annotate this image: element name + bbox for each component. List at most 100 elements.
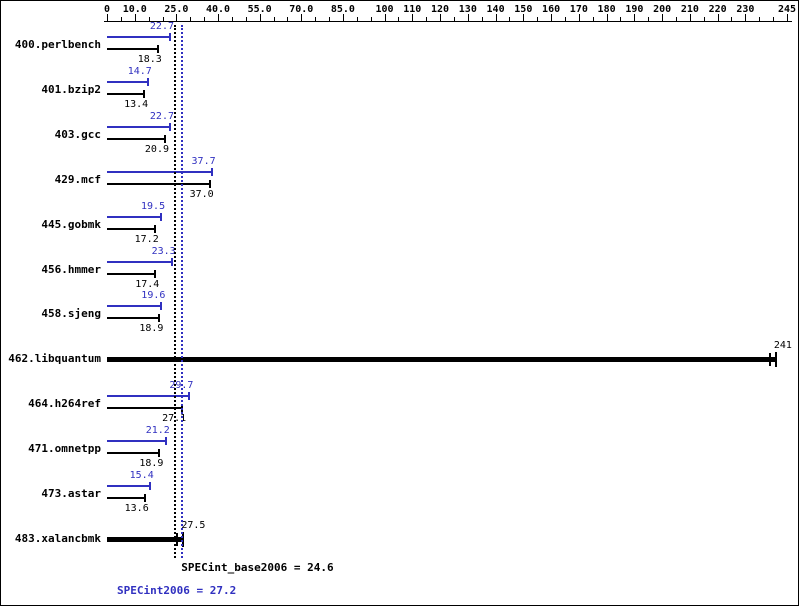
x-axis-minor-tick xyxy=(509,17,511,21)
single-value-label: 241 xyxy=(773,340,792,351)
x-axis-major-tick xyxy=(134,14,136,21)
x-axis-major-tick xyxy=(495,14,497,21)
x-axis-minor-tick xyxy=(287,17,289,21)
base-value-label: 20.9 xyxy=(144,144,169,155)
reference-label-base: SPECint_base2006 = 24.6 xyxy=(181,561,334,574)
benchmark-label: 471.omnetpp xyxy=(28,442,101,455)
bar-base xyxy=(107,183,210,185)
benchmark-label: 401.bzip2 xyxy=(41,83,101,96)
benchmark-label: 456.hmmer xyxy=(41,263,101,276)
x-axis-tick-label: 140 xyxy=(486,4,505,15)
base-value-label: 18.9 xyxy=(139,458,164,469)
x-axis-minor-tick xyxy=(162,17,164,21)
x-axis-major-tick xyxy=(551,14,553,21)
x-axis-major-tick xyxy=(606,14,608,21)
bar-base-endcap xyxy=(208,180,211,188)
x-axis-minor-tick xyxy=(148,17,150,21)
bar-single-endcap xyxy=(768,353,771,366)
x-axis-minor-tick xyxy=(426,17,428,21)
bar-peak-endcap xyxy=(164,437,167,445)
bar-peak xyxy=(107,395,190,397)
base-value-label: 17.2 xyxy=(134,234,159,245)
x-axis-tick-label: 200 xyxy=(653,4,672,15)
bar-base-endcap xyxy=(143,90,146,98)
x-axis-tick-label: 25.0 xyxy=(164,4,189,15)
x-axis-tick-label: 180 xyxy=(597,4,616,15)
x-axis-tick-label: 245 xyxy=(777,4,797,15)
x-axis-tick-label: 0 xyxy=(103,4,111,15)
bar-single xyxy=(107,357,776,362)
x-axis-tick-label: 100 xyxy=(375,4,394,15)
peak-value-label: 29.7 xyxy=(169,380,194,391)
bar-base xyxy=(107,273,156,275)
benchmark-label: 458.sjeng xyxy=(41,307,101,320)
x-axis-minor-tick xyxy=(620,17,622,21)
x-axis-minor-tick xyxy=(592,17,594,21)
bar-peak xyxy=(107,485,150,487)
bar-base xyxy=(107,48,158,50)
bar-peak-endcap xyxy=(146,78,149,86)
peak-value-label: 21.2 xyxy=(145,425,170,436)
bar-peak-endcap xyxy=(160,302,163,310)
x-axis-minor-tick xyxy=(273,17,275,21)
x-axis-major-tick xyxy=(689,14,691,21)
x-axis-minor-tick xyxy=(675,17,677,21)
bar-base xyxy=(107,138,165,140)
x-axis-tick-label: 150 xyxy=(514,4,533,15)
x-axis-tick-label: 210 xyxy=(680,4,699,15)
x-axis-minor-tick xyxy=(245,17,247,21)
bar-base-endcap xyxy=(156,45,159,53)
bar-base-endcap xyxy=(153,225,156,233)
x-axis-major-tick xyxy=(384,14,386,21)
x-axis-minor-tick xyxy=(356,17,358,21)
base-value-label: 18.3 xyxy=(137,54,162,65)
peak-value-label: 37.7 xyxy=(191,156,216,167)
bar-base-endcap xyxy=(164,135,166,143)
bar-peak-endcap xyxy=(188,392,191,400)
x-axis-tick-label: 10.0 xyxy=(122,4,147,15)
x-axis-tick-label: 220 xyxy=(708,4,727,15)
x-axis-minor-tick xyxy=(231,17,233,21)
x-axis-minor-tick xyxy=(398,17,400,21)
peak-value-label: 14.7 xyxy=(127,66,152,77)
base-value-label: 27.1 xyxy=(162,413,187,424)
peak-value-label: 22.7 xyxy=(149,111,174,122)
x-axis-major-tick xyxy=(218,14,220,21)
base-value-label: 18.9 xyxy=(139,323,164,334)
bar-single-endcap xyxy=(176,533,179,546)
bar-base xyxy=(107,452,160,454)
x-axis-minor-tick xyxy=(537,17,539,21)
benchmark-label: 473.astar xyxy=(41,487,101,500)
bar-peak xyxy=(107,261,172,263)
x-axis-minor-tick xyxy=(329,17,331,21)
x-axis-minor-tick xyxy=(703,17,705,21)
base-value-label: 37.0 xyxy=(189,189,214,200)
bar-peak-endcap xyxy=(148,482,151,490)
reference-line-peak xyxy=(181,25,184,558)
peak-value-label: 22.7 xyxy=(149,21,174,32)
bar-peak xyxy=(107,305,162,307)
bar-peak-endcap xyxy=(160,213,163,221)
reference-label-peak: SPECint2006 = 27.2 xyxy=(117,584,237,597)
bar-base xyxy=(107,407,183,409)
benchmark-label: 483.xalancbmk xyxy=(14,532,101,545)
x-axis-major-tick xyxy=(634,14,636,21)
x-axis-tick-label: 40.0 xyxy=(205,4,231,15)
x-axis-line xyxy=(104,21,792,22)
benchmark-label: 462.libquantum xyxy=(8,352,101,365)
bar-peak xyxy=(107,440,166,442)
bar-base xyxy=(107,93,145,95)
x-axis-minor-tick xyxy=(564,17,566,21)
bar-peak xyxy=(107,171,212,173)
x-axis-tick-label: 170 xyxy=(569,4,588,15)
x-axis-minor-tick xyxy=(204,17,206,21)
benchmark-label: 429.mcf xyxy=(54,173,101,186)
bar-peak xyxy=(107,81,148,83)
x-axis-minor-tick xyxy=(190,17,192,21)
x-axis-tick-label: 85.0 xyxy=(330,4,355,15)
x-axis-tick-label: 55.0 xyxy=(247,4,272,15)
bar-single xyxy=(107,537,184,542)
peak-value-label: 19.5 xyxy=(141,201,166,212)
bar-base-endcap xyxy=(154,270,157,278)
